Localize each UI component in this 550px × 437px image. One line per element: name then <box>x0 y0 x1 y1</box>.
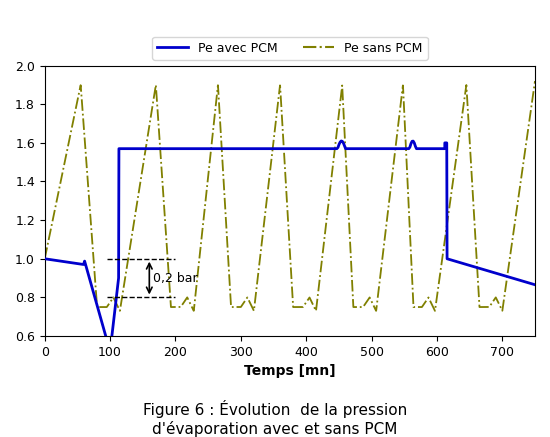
Text: 0,2 bar: 0,2 bar <box>152 271 197 284</box>
Legend: Pe avec PCM, Pe sans PCM: Pe avec PCM, Pe sans PCM <box>152 37 427 60</box>
Text: Figure 6 : Évolution  de la pression
d'évaporation avec et sans PCM: Figure 6 : Évolution de la pression d'év… <box>143 400 407 437</box>
X-axis label: Temps [mn]: Temps [mn] <box>244 364 336 378</box>
